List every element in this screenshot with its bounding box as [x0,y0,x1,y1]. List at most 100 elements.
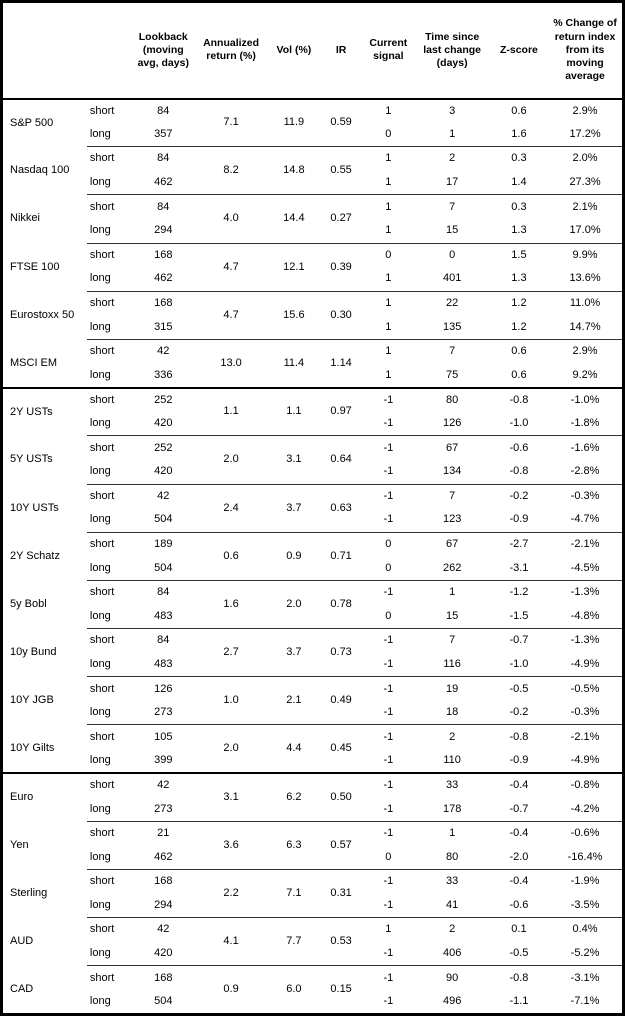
signal-cell: 1 [385,152,392,165]
pct-change-cell: -5.2% [548,941,624,967]
pct-change-cell: -1.0% [570,393,600,406]
zscore-cell: -0.9 [489,508,549,533]
signal-cell: 0 [362,604,415,630]
annualized-return-cell: 2.2 [194,869,268,919]
lookback-cell: 84 [157,200,170,213]
zscore-cell: -0.8 [509,971,529,984]
zscore-cell: 0.6 [511,345,527,358]
annualized-return-cell: 1.1 [194,387,268,437]
signal-cell: 1 [362,170,415,196]
horizon-cell: short [89,779,115,792]
horizon-cell: short [89,104,115,117]
asset-name-cell: 10Y USTs [10,501,59,514]
table-row: long 273 -1 178 -0.7 -4.2% [2,797,624,822]
horizon-cell: long [86,122,133,148]
horizon-cell: short [89,971,115,984]
days-cell: 15 [414,218,490,244]
horizon-cell: short [89,152,115,165]
lookback-cell: 294 [132,218,195,244]
lookback-cell: 252 [154,393,173,406]
horizon-cell: short [89,923,115,936]
pct-change-cell: -3.5% [548,893,624,919]
zscore-cell: 1.6 [489,122,549,148]
table-row: long 420 -1 126 -1.0 -1.8% [2,411,624,437]
annualized-return-cell: 3.1 [194,773,268,822]
signal-cell: 0 [385,248,392,261]
ir-cell: 0.63 [320,484,363,533]
days-cell: 7 [449,634,456,647]
table-row: Eurostoxx 50 short 168 4.7 15.6 0.30 1 2… [2,291,624,340]
lookback-cell: 168 [154,248,173,261]
table-row: long 294 -1 41 -0.6 -3.5% [2,893,624,919]
pct-change-cell: -1.3% [570,634,600,647]
ir-cell: 1.14 [320,339,363,389]
asset-name-cell: 2Y USTs [10,405,53,418]
lookback-cell: 252 [154,441,173,454]
vol-cell: 3.7 [267,484,320,533]
pct-change-cell: -2.8% [548,459,624,485]
table-row: long 504 -1 123 -0.9 -4.7% [2,508,624,533]
ir-cell: 0.55 [320,146,363,196]
zscore-cell: -0.4 [509,827,529,840]
zscore-cell: -1.0 [489,411,549,437]
signal-cell: 1 [362,315,415,340]
table-row: Euro short 42 3.1 6.2 0.50 -1 33 -0.4 -0… [2,773,624,822]
signal-cell: 0 [362,122,415,148]
days-cell: 67 [446,537,459,550]
pct-change-cell: -1.8% [548,411,624,437]
signal-cell: 1 [385,345,392,358]
days-cell: 67 [446,441,459,454]
table-row: long 420 -1 406 -0.5 -5.2% [2,941,624,967]
asset-name-cell: AUD [10,935,34,948]
asset-name-cell: Eurostoxx 50 [10,308,75,321]
days-cell: 19 [446,682,459,695]
table-body: S&P 500 short 84 7.1 11.9 0.59 1 3 0.6 2… [1,98,624,1015]
pct-change-cell: -1.3% [570,586,600,599]
ir-cell: 0.57 [320,821,363,871]
days-cell: 15 [414,604,490,630]
horizon-cell: short [89,682,115,695]
asset-name-cell: Euro [10,791,34,804]
pct-change-cell: -1.9% [570,875,600,888]
pct-change-cell: 0.4% [572,923,598,936]
lookback-cell: 462 [132,170,195,196]
ir-cell: 0.78 [320,580,363,630]
column-header-lookback: Lookback (moving avg, days) [132,1,195,100]
pct-change-cell: -0.3% [570,489,600,502]
vol-cell: 4.4 [267,724,320,775]
lookback-cell: 84 [157,586,170,599]
table-row: long 273 -1 18 -0.2 -0.3% [2,700,624,726]
ir-cell: 0.64 [320,435,363,485]
signal-cell: 1 [362,218,415,244]
days-cell: 7 [449,200,456,213]
lookback-cell: 42 [157,923,170,936]
signal-cell: -1 [362,700,415,726]
table-row: 2Y USTs short 252 1.1 1.1 0.97 -1 80 -0.… [2,387,624,437]
vol-cell: 14.4 [267,194,320,244]
table-row: long 336 1 75 0.6 9.2% [2,363,624,389]
days-cell: 80 [446,393,459,406]
signal-cell: -1 [383,971,394,984]
vol-cell: 12.1 [267,243,320,292]
ir-cell: 0.15 [320,965,363,1015]
lookback-cell: 105 [154,730,173,743]
table-row: long 462 1 17 1.4 27.3% [2,170,624,196]
column-header-time-since-last-change: Time since last change (days) [414,1,490,100]
days-cell: 80 [414,845,490,871]
horizon-cell: long [86,556,133,581]
table-row: long 504 -1 496 -1.1 -7.1% [2,989,624,1015]
signal-cell: -1 [362,989,415,1015]
annualized-return-cell: 4.7 [194,243,268,292]
pct-change-cell: 2.0% [572,152,598,165]
table-row: long 420 -1 134 -0.8 -2.8% [2,459,624,485]
zscore-cell: 1.3 [489,267,549,292]
horizon-cell: short [89,200,115,213]
annualized-return-cell: 8.2 [194,146,268,196]
horizon-cell: short [89,634,115,647]
asset-name-cell: 5Y USTs [10,453,53,466]
horizon-cell: short [89,345,115,358]
pct-change-cell: 9.2% [548,363,624,389]
signal-cell: 1 [385,200,392,213]
days-cell: 406 [414,941,490,967]
